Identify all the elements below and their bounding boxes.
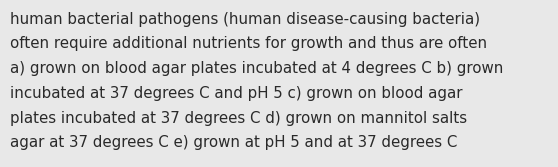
Text: human bacterial pathogens (human disease-causing bacteria): human bacterial pathogens (human disease…: [10, 12, 480, 27]
Text: incubated at 37 degrees C and pH 5 c) grown on blood agar: incubated at 37 degrees C and pH 5 c) gr…: [10, 86, 463, 101]
Text: a) grown on blood agar plates incubated at 4 degrees C b) grown: a) grown on blood agar plates incubated …: [10, 61, 503, 76]
Text: agar at 37 degrees C e) grown at pH 5 and at 37 degrees C: agar at 37 degrees C e) grown at pH 5 an…: [10, 135, 458, 150]
Text: often require additional nutrients for growth and thus are often: often require additional nutrients for g…: [10, 36, 487, 51]
Text: plates incubated at 37 degrees C d) grown on mannitol salts: plates incubated at 37 degrees C d) grow…: [10, 111, 467, 126]
